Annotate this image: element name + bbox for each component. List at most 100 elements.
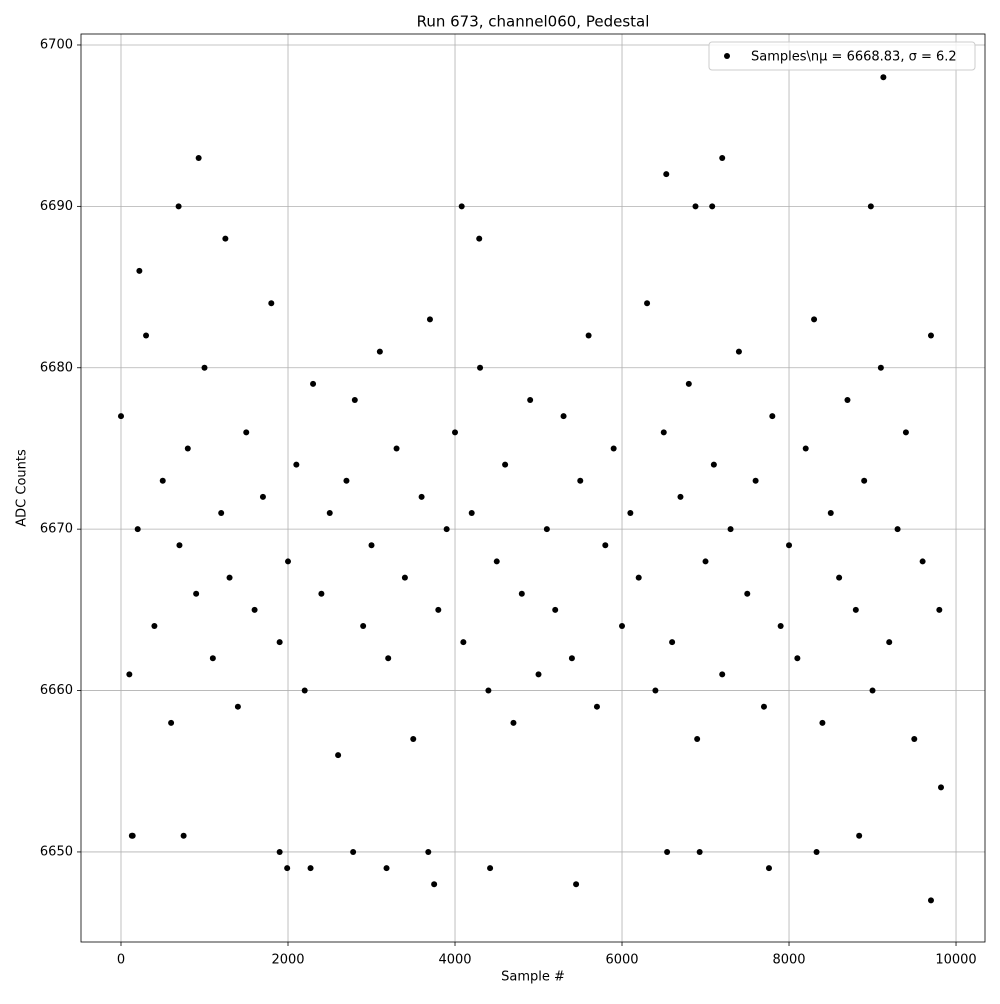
point (222, 235, 229, 242)
point (709, 203, 716, 210)
point (819, 719, 826, 726)
point (209, 655, 216, 662)
point (635, 574, 642, 581)
point (685, 380, 692, 387)
point (468, 510, 475, 517)
point (937, 784, 944, 791)
point (677, 493, 684, 500)
point (652, 687, 659, 694)
point (577, 477, 584, 484)
point (852, 606, 859, 613)
point (602, 542, 609, 549)
y-tick-label: 6690 (40, 199, 73, 214)
point (393, 445, 400, 452)
point (184, 445, 191, 452)
point (385, 655, 392, 662)
point (476, 235, 483, 242)
point (383, 865, 390, 872)
point (664, 848, 671, 855)
legend-marker (724, 53, 730, 59)
y-tick-label: 6650 (40, 844, 73, 859)
point (159, 477, 166, 484)
point (293, 461, 300, 468)
point (710, 461, 717, 468)
x-tick-label: 2000 (271, 953, 304, 968)
point (129, 832, 136, 839)
point (226, 574, 233, 581)
point (535, 671, 542, 678)
point (477, 364, 484, 371)
point (425, 848, 432, 855)
point (510, 719, 517, 726)
point (176, 542, 183, 549)
point (276, 848, 283, 855)
point (627, 510, 634, 517)
point (927, 332, 934, 339)
point (811, 316, 818, 323)
point (735, 348, 742, 355)
point (927, 897, 934, 904)
point (867, 203, 874, 210)
point (765, 865, 772, 872)
point (251, 606, 258, 613)
point (143, 332, 150, 339)
legend: Samples\nμ = 6668.83, σ = 6.2 (708, 41, 976, 71)
point (493, 558, 500, 565)
point (360, 622, 367, 629)
point (368, 542, 375, 549)
point (760, 703, 767, 710)
x-tick-label: 8000 (772, 953, 805, 968)
x-tick-label: 4000 (438, 953, 471, 968)
point (201, 364, 208, 371)
x-tick-label: 10000 (935, 953, 976, 968)
point (259, 493, 266, 500)
point (727, 526, 734, 533)
x-tick-label: 0 (117, 953, 125, 968)
point (663, 171, 670, 178)
point (836, 574, 843, 581)
point (401, 574, 408, 581)
point (902, 429, 909, 436)
point (936, 606, 943, 613)
point (880, 74, 887, 81)
point (644, 300, 651, 307)
point (310, 380, 317, 387)
point (351, 397, 358, 404)
point (861, 477, 868, 484)
y-axis-label: ADC Counts (15, 449, 30, 527)
point (894, 526, 901, 533)
point (719, 671, 726, 678)
plot-frame (80, 33, 986, 943)
point (585, 332, 592, 339)
point (573, 881, 580, 888)
point (560, 413, 567, 420)
y-tick-label: 6680 (40, 360, 73, 375)
point (452, 429, 459, 436)
point (117, 413, 124, 420)
point (552, 606, 559, 613)
point (543, 526, 550, 533)
x-tick-label: 6000 (605, 953, 638, 968)
point (485, 687, 492, 694)
point (744, 590, 751, 597)
point (318, 590, 325, 597)
point (443, 526, 450, 533)
point (911, 735, 918, 742)
point (426, 316, 433, 323)
point (802, 445, 809, 452)
point (660, 429, 667, 436)
point (243, 429, 250, 436)
point (593, 703, 600, 710)
point (527, 397, 534, 404)
point (813, 848, 820, 855)
point (126, 671, 133, 678)
point (435, 606, 442, 613)
point (460, 639, 467, 646)
legend-box (708, 41, 976, 71)
y-tick-label: 6660 (40, 683, 73, 698)
point (568, 655, 575, 662)
point (786, 542, 793, 549)
point (136, 267, 143, 274)
